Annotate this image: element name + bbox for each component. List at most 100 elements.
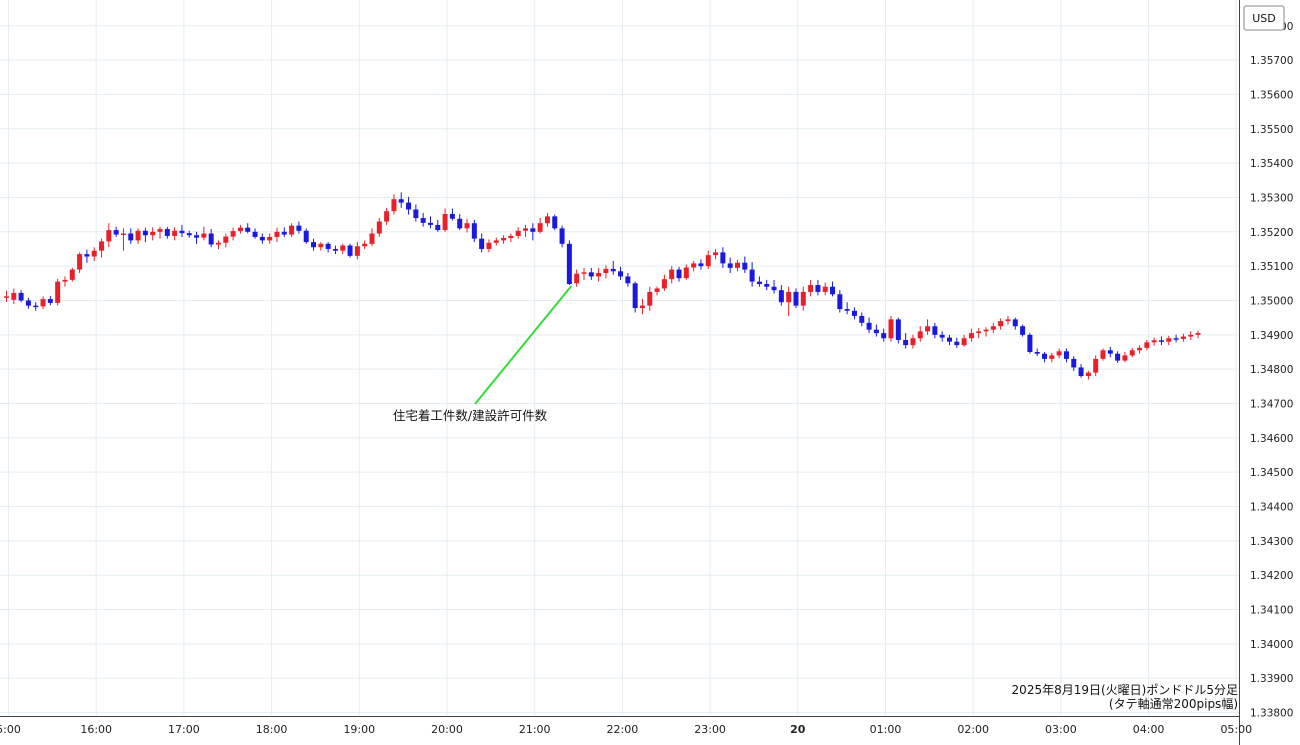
candle [406, 196, 412, 215]
y-tick-label: 1.34800 [1250, 364, 1293, 376]
candle-body [1042, 353, 1048, 359]
candle [1034, 348, 1040, 357]
candle-body [515, 230, 521, 236]
candle-body [223, 236, 229, 243]
candle [698, 259, 704, 270]
candle [669, 266, 675, 284]
candle [77, 252, 83, 274]
candle [851, 307, 857, 320]
candle-body [932, 326, 938, 335]
candle [208, 229, 214, 248]
candle [362, 240, 368, 249]
candle-body [55, 281, 61, 303]
candle-body [1180, 336, 1186, 339]
candle [1027, 333, 1033, 354]
candle [40, 296, 46, 310]
candle [873, 324, 879, 337]
candle [11, 288, 17, 304]
candle [289, 223, 295, 237]
candle-body [764, 283, 770, 287]
candle [566, 240, 572, 286]
candle [376, 218, 382, 237]
candle-body [427, 222, 433, 225]
candle-body [289, 225, 295, 235]
candle [859, 312, 865, 327]
x-tick-label: 03:00 [1045, 723, 1077, 736]
candle [903, 333, 909, 349]
candle-body [588, 272, 594, 277]
candle [1137, 345, 1143, 354]
candle-body [318, 243, 324, 248]
candle-body [647, 291, 653, 306]
candle [245, 223, 251, 234]
candle-body [610, 268, 616, 272]
candle [237, 224, 243, 234]
x-tick-label: 04:00 [1133, 723, 1165, 736]
candle-body [581, 272, 587, 274]
candle-body [91, 250, 97, 257]
candle-body [1085, 372, 1091, 377]
candle [215, 240, 221, 249]
candle [596, 267, 602, 282]
candle-body [77, 254, 83, 270]
candle-body [983, 329, 989, 332]
candle-body [99, 241, 105, 251]
candle-body [245, 227, 251, 232]
candle [99, 238, 105, 258]
candle-body [537, 223, 543, 232]
candle [954, 337, 960, 348]
candle [1012, 317, 1018, 330]
candle [530, 223, 536, 241]
candle [1158, 336, 1164, 346]
candle [961, 334, 967, 347]
candle [354, 242, 360, 260]
candle [713, 248, 719, 260]
candle [1166, 335, 1172, 346]
caption-line-2: (タテ軸通常200pips幅) [1109, 696, 1238, 711]
candle-body [1078, 367, 1084, 377]
candle [727, 257, 733, 274]
candle [62, 276, 68, 287]
x-tick-label: 19:00 [343, 723, 375, 736]
x-tick-label: 20:00 [431, 723, 463, 736]
candle [501, 235, 507, 244]
candle-body [457, 218, 463, 229]
candle [135, 228, 141, 244]
y-tick-label: 1.33900 [1250, 673, 1293, 685]
candle [691, 260, 697, 272]
candle-body [1071, 358, 1077, 368]
candle [1056, 348, 1062, 359]
candle [1144, 339, 1150, 351]
candle [603, 265, 609, 279]
candle [384, 207, 390, 225]
candle [493, 237, 499, 246]
candle [252, 228, 258, 239]
candle-body [237, 227, 243, 232]
candle-body [669, 269, 675, 280]
candle-body [566, 243, 572, 284]
candle [442, 208, 448, 232]
candle [1100, 348, 1106, 361]
candle [793, 288, 799, 309]
candle [311, 238, 317, 251]
candle-body [786, 291, 792, 303]
candle [895, 317, 901, 344]
candle-body [698, 263, 704, 267]
grid-lines [0, 0, 1239, 716]
y-tick-label: 1.34500 [1250, 467, 1293, 479]
candle [508, 233, 514, 243]
candle [1093, 355, 1099, 377]
y-tick-label: 1.35700 [1250, 55, 1293, 67]
candle [142, 227, 148, 243]
candle-body [267, 236, 273, 241]
candle-body [1137, 347, 1143, 351]
candle [844, 302, 850, 315]
candle [1129, 347, 1135, 358]
candle [267, 233, 273, 244]
candle [537, 218, 543, 234]
candle-body [40, 299, 46, 307]
candle-body [47, 299, 53, 303]
candle-body [420, 218, 426, 223]
annotation-label: 住宅着工件数/建設許可件数 [393, 408, 548, 423]
candle [888, 315, 894, 342]
